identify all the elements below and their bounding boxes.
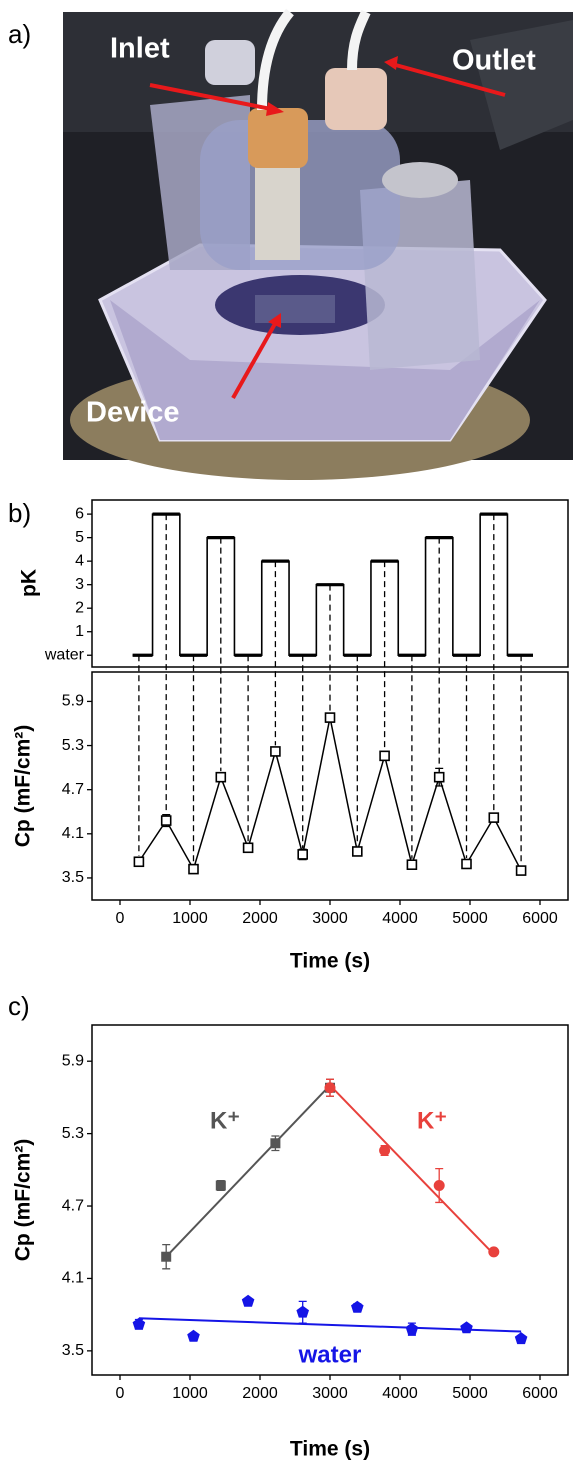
series-label: K⁺ <box>417 1107 447 1134</box>
y-tick-label: 1 <box>75 623 84 640</box>
plate-edge <box>110 300 540 440</box>
y-tick-label: 5 <box>75 529 84 546</box>
marker <box>324 1082 336 1094</box>
y-tick-label: 3.5 <box>62 869 84 886</box>
y-tick-label: water <box>44 646 85 663</box>
marker <box>379 1145 391 1157</box>
photo: a) Inlet Outlet Device <box>8 8 573 480</box>
y-tick-label: 5.9 <box>62 1052 84 1069</box>
y-tick-label: 5.3 <box>62 737 84 754</box>
x-tick-label: 2000 <box>242 1385 278 1402</box>
series-label: K⁺ <box>210 1107 240 1134</box>
connect-line <box>138 717 522 872</box>
x-tick-label: 2000 <box>242 910 278 927</box>
y-tick-label: 4 <box>75 552 84 569</box>
x-tick-label: 6000 <box>522 1385 558 1402</box>
marker <box>215 771 227 783</box>
marker <box>461 858 472 870</box>
marker <box>270 746 281 757</box>
series-label: water <box>298 1341 362 1368</box>
x-tick-label: 6000 <box>522 910 558 927</box>
marker <box>514 1332 528 1345</box>
fit-line <box>138 1317 522 1333</box>
marker <box>488 812 500 823</box>
y-axis-label: Cp (mF/cm²) <box>12 725 35 848</box>
x-axis-label: Time (s) <box>290 950 370 973</box>
photo-shade <box>470 20 573 150</box>
x-tick-label: 5000 <box>452 1385 488 1402</box>
y-axis-label: Cp (mF/cm²) <box>12 1139 35 1262</box>
marker <box>433 771 445 783</box>
marker <box>406 859 418 870</box>
annotation: Inlet <box>110 33 170 65</box>
fit-line <box>329 1084 495 1256</box>
marker <box>132 1317 146 1330</box>
x-tick-label: 0 <box>116 1385 125 1402</box>
y-tick-label: 3.5 <box>62 1342 84 1359</box>
annotation: Device <box>86 397 180 429</box>
marker <box>187 1329 200 1342</box>
marker <box>215 1180 226 1191</box>
panel-label: c) <box>8 991 30 1021</box>
y-tick-label: 4.1 <box>62 825 84 842</box>
arrow-head <box>268 313 281 328</box>
x-tick-label: 1000 <box>172 1385 208 1402</box>
marker <box>241 1294 255 1307</box>
x-axis-label: Time (s) <box>290 1438 370 1461</box>
marker <box>488 1246 500 1258</box>
marker <box>351 846 363 857</box>
marker <box>324 712 336 723</box>
fit-line <box>165 1084 331 1258</box>
y-tick-label: 6 <box>75 505 84 522</box>
marker <box>515 865 527 876</box>
marker <box>405 1322 419 1335</box>
x-tick-label: 5000 <box>452 910 488 927</box>
y-tick-label: 5.9 <box>62 693 84 710</box>
marker <box>242 842 254 854</box>
inlet-cap <box>248 108 308 168</box>
screw-cap <box>205 40 255 85</box>
screw-cap <box>382 162 458 198</box>
panel-label: a) <box>8 19 31 49</box>
y-tick-label: 3 <box>75 576 84 593</box>
arrow-head <box>266 102 284 116</box>
device-chip <box>255 295 335 323</box>
x-tick-label: 3000 <box>312 1385 348 1402</box>
x-tick-label: 4000 <box>382 1385 418 1402</box>
tubing <box>257 8 371 111</box>
x-tick-label: 3000 <box>312 910 348 927</box>
marker <box>296 1305 309 1318</box>
y-axis-label: pK <box>18 569 41 597</box>
arrow-head <box>384 56 398 70</box>
x-tick-label: 1000 <box>172 910 208 927</box>
marker <box>133 856 145 868</box>
y-tick-label: 4.7 <box>62 1197 84 1214</box>
y-tick-label: 4.1 <box>62 1270 84 1287</box>
arrow <box>231 321 278 399</box>
marker <box>297 849 309 860</box>
marker <box>188 863 199 875</box>
marker <box>433 1180 445 1192</box>
arrow <box>149 83 277 112</box>
panel-label: b) <box>8 498 31 528</box>
arrow <box>391 62 506 97</box>
fitting <box>255 150 300 260</box>
y-tick-label: 5.3 <box>62 1125 84 1142</box>
y-tick-label: 4.7 <box>62 781 84 798</box>
plot-frame <box>91 1024 569 1376</box>
x-tick-label: 0 <box>116 910 125 927</box>
marker <box>160 815 172 826</box>
marker <box>351 1300 364 1313</box>
marker <box>161 1251 172 1262</box>
marker <box>460 1321 473 1334</box>
outlet-cap <box>325 68 387 130</box>
marker <box>270 1138 281 1149</box>
x-tick-label: 4000 <box>382 910 418 927</box>
marker <box>379 750 390 762</box>
annotation: Outlet <box>452 45 536 77</box>
y-tick-label: 2 <box>75 599 84 616</box>
